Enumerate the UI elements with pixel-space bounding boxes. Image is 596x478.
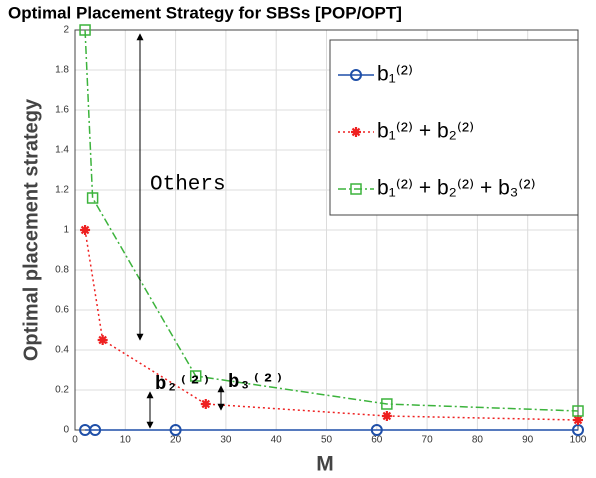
y-tick-label: 0.6 bbox=[55, 305, 69, 316]
y-tick-label: 0.2 bbox=[55, 385, 69, 396]
x-tick-label: 70 bbox=[422, 435, 434, 446]
marker bbox=[97, 335, 108, 345]
y-tick-label: 0.4 bbox=[55, 345, 69, 356]
y-tick-label: 1.6 bbox=[55, 105, 69, 116]
y-tick-label: 1 bbox=[63, 225, 69, 236]
marker bbox=[572, 405, 584, 417]
legend-box bbox=[329, 39, 579, 216]
x-tick-label: 90 bbox=[522, 435, 534, 446]
y-tick-label: 0 bbox=[63, 425, 69, 436]
annotation: b₂⁽²⁾ bbox=[155, 373, 212, 395]
annotation: b₃⁽²⁾ bbox=[228, 371, 285, 393]
y-tick-label: 1.4 bbox=[55, 145, 69, 156]
x-tick-label: 0 bbox=[72, 435, 78, 446]
legend-label: b₁⁽²⁾ bbox=[377, 63, 413, 86]
marker bbox=[381, 411, 392, 421]
marker bbox=[89, 424, 102, 436]
marker bbox=[381, 398, 393, 410]
x-tick-label: 20 bbox=[170, 435, 182, 446]
marker bbox=[350, 69, 362, 81]
x-tick-label: 50 bbox=[321, 435, 333, 446]
chart-title: Optimal Placement Strategy for SBSs [POP… bbox=[8, 3, 402, 22]
x-tick-label: 60 bbox=[371, 435, 383, 446]
plot-area bbox=[79, 24, 584, 436]
series-line bbox=[84, 29, 579, 412]
marker bbox=[189, 370, 202, 382]
x-tick-label: 80 bbox=[472, 435, 484, 446]
legend-label: b₁⁽²⁾ + b₂⁽²⁾ bbox=[377, 120, 474, 143]
marker bbox=[80, 225, 91, 235]
y-tick-label: 2 bbox=[63, 25, 69, 36]
marker bbox=[350, 183, 362, 195]
x-tick-label: 100 bbox=[570, 435, 587, 446]
marker bbox=[370, 424, 383, 436]
legend-label: b₁⁽²⁾ + b₂⁽²⁾ + b₃⁽²⁾ bbox=[377, 177, 536, 200]
marker bbox=[573, 415, 583, 425]
y-tick-label: 1.8 bbox=[55, 65, 69, 76]
y-axis-label: Optimal placement strategy bbox=[20, 98, 42, 361]
y-tick-label: 1.2 bbox=[55, 185, 69, 196]
marker bbox=[86, 192, 99, 204]
x-tick-label: 30 bbox=[220, 435, 232, 446]
x-tick-label: 40 bbox=[271, 435, 283, 446]
annotation: Others bbox=[150, 174, 226, 197]
y-tick-label: 0.8 bbox=[55, 265, 69, 276]
x-axis-label: M bbox=[316, 453, 334, 476]
x-tick-label: 10 bbox=[120, 435, 132, 446]
marker bbox=[351, 127, 361, 137]
marker bbox=[200, 399, 211, 409]
legend: b₁⁽²⁾ b₁⁽²⁾ + b₂⁽²⁾ b₁⁽²⁾ + b₂⁽²⁾ + b₃⁽²⁾ bbox=[329, 39, 579, 216]
marker bbox=[169, 424, 182, 436]
marker bbox=[79, 24, 91, 36]
